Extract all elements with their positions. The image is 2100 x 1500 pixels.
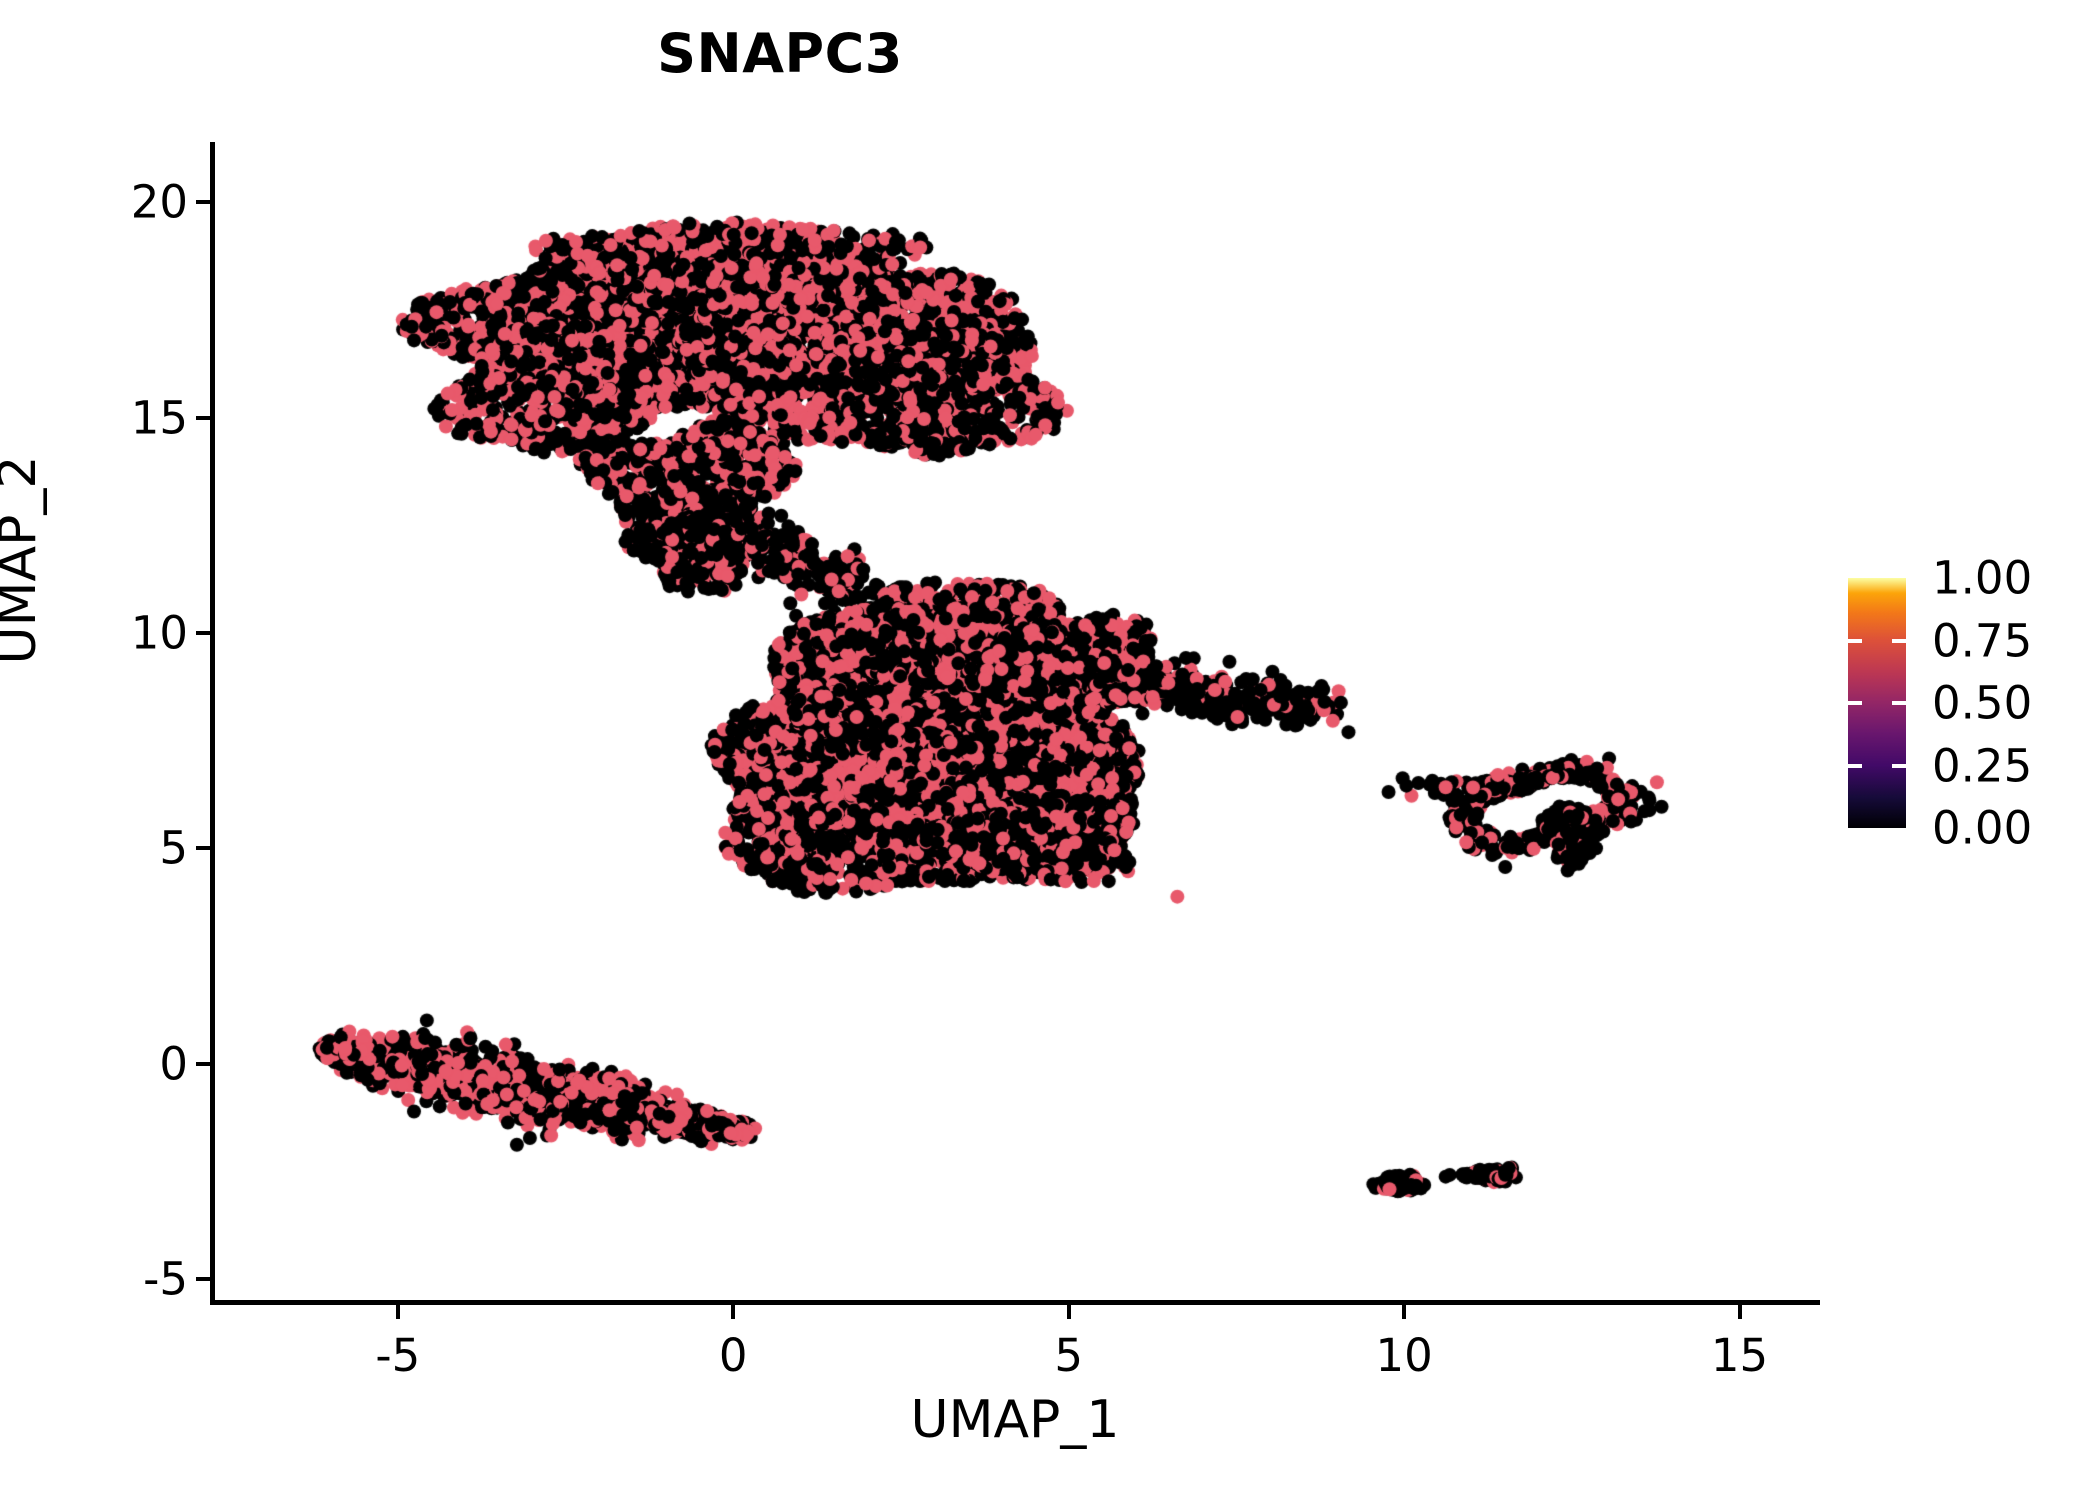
y-tick-mark — [196, 415, 210, 420]
y-tick-label: 15 — [130, 391, 188, 445]
y-tick-label: -5 — [143, 1252, 188, 1306]
y-tick-label: 0 — [159, 1037, 188, 1091]
y-tick-label: 20 — [130, 175, 188, 229]
y-axis-spine — [210, 142, 215, 1305]
colorbar-tick-mark — [1892, 763, 1906, 768]
x-axis-spine — [210, 1300, 1820, 1305]
x-tick-label: 5 — [1054, 1329, 1083, 1382]
colorbar-tick-mark — [1848, 701, 1862, 705]
x-tick-mark — [731, 1305, 736, 1319]
page-title: SNAPC3 — [657, 22, 903, 85]
colorbar: 0.00 0.25 0.50 0.75 1.00 — [1848, 552, 2032, 855]
x-tick-mark — [1737, 1305, 1742, 1319]
x-tick-label: -5 — [375, 1329, 421, 1382]
colorbar-tick-mark — [1892, 638, 1906, 643]
colorbar-tick-mark — [1848, 763, 1862, 768]
colorbar-tick-label: 1.00 — [1932, 551, 2033, 605]
y-tick-mark — [196, 1061, 210, 1066]
x-tick-mark — [395, 1305, 400, 1319]
colorbar-tick-mark — [1892, 701, 1906, 705]
colorbar-tick-mark — [1848, 638, 1862, 643]
y-tick-label: 5 — [159, 821, 188, 875]
colorbar-tick-label: 0.25 — [1932, 739, 2033, 792]
x-tick-mark — [1402, 1305, 1407, 1319]
x-tick-label: 10 — [1375, 1329, 1433, 1382]
y-tick-mark — [196, 846, 210, 851]
plot-axes: -5 0 5 10 15 20 -5 0 5 10 15 — [131, 142, 1820, 1382]
x-tick-label: 0 — [718, 1329, 748, 1382]
colorbar-tick-label: 0.75 — [1932, 614, 2033, 667]
colorbar-tick-label: 0.50 — [1932, 676, 2033, 730]
colorbar-tick-label: 0.00 — [1932, 801, 2033, 855]
y-tick-mark — [196, 1277, 210, 1282]
scatter-canvas — [210, 142, 1820, 1305]
y-tick-mark — [196, 631, 210, 636]
x-axis-label: UMAP_1 — [910, 1390, 1120, 1450]
x-tick-mark — [1066, 1305, 1071, 1319]
x-tick-label: 15 — [1710, 1329, 1769, 1382]
y-tick-mark — [196, 200, 210, 205]
y-axis-label: UMAP_2 — [0, 455, 48, 665]
y-tick-label: 10 — [130, 606, 188, 660]
